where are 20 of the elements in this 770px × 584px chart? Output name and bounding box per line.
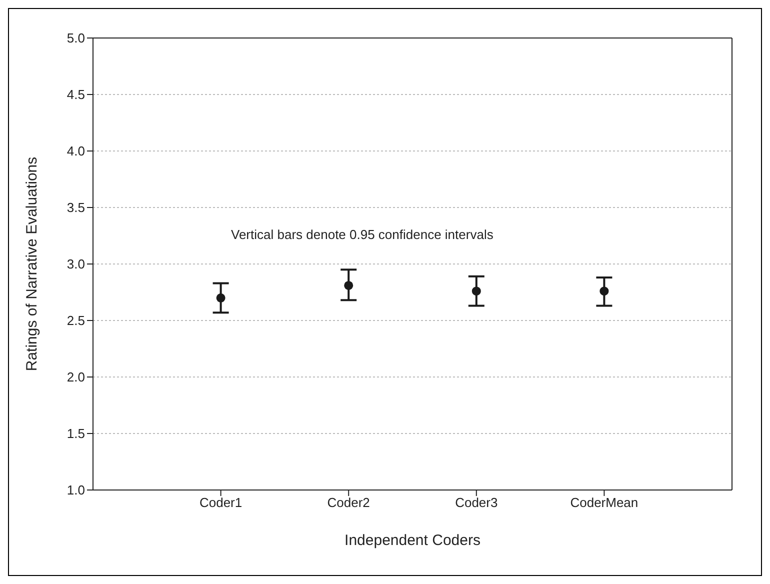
point (344, 280, 354, 290)
x-tick-label: Coder1 (199, 495, 242, 510)
point (600, 286, 609, 296)
x-axis-title: Independent Coders (344, 532, 480, 549)
y-axis-title: Ratings of Narrative Evaluations (23, 156, 40, 372)
x-tick-label: Coder2 (327, 495, 370, 510)
x-tick-label: CoderMean (570, 495, 638, 510)
x-tick-label: Coder3 (455, 495, 498, 510)
point (216, 293, 226, 302)
point (472, 286, 481, 296)
y-tick-label: 3.5 (66, 200, 85, 216)
y-tick-label: 2.0 (66, 370, 85, 385)
y-tick-label: 5.0 (66, 30, 85, 46)
y-tick-label: 4.5 (66, 87, 85, 102)
y-tick-label: 3.0 (66, 256, 85, 272)
y-tick-label: 2.5 (66, 313, 85, 328)
y-tick-label: 1.5 (66, 426, 85, 442)
annotation: Vertical bars denote 0.95 confidence intervals (231, 227, 494, 242)
y-tick-label: 4.0 (66, 144, 85, 159)
y-tick-label: 1.0 (66, 482, 85, 498)
